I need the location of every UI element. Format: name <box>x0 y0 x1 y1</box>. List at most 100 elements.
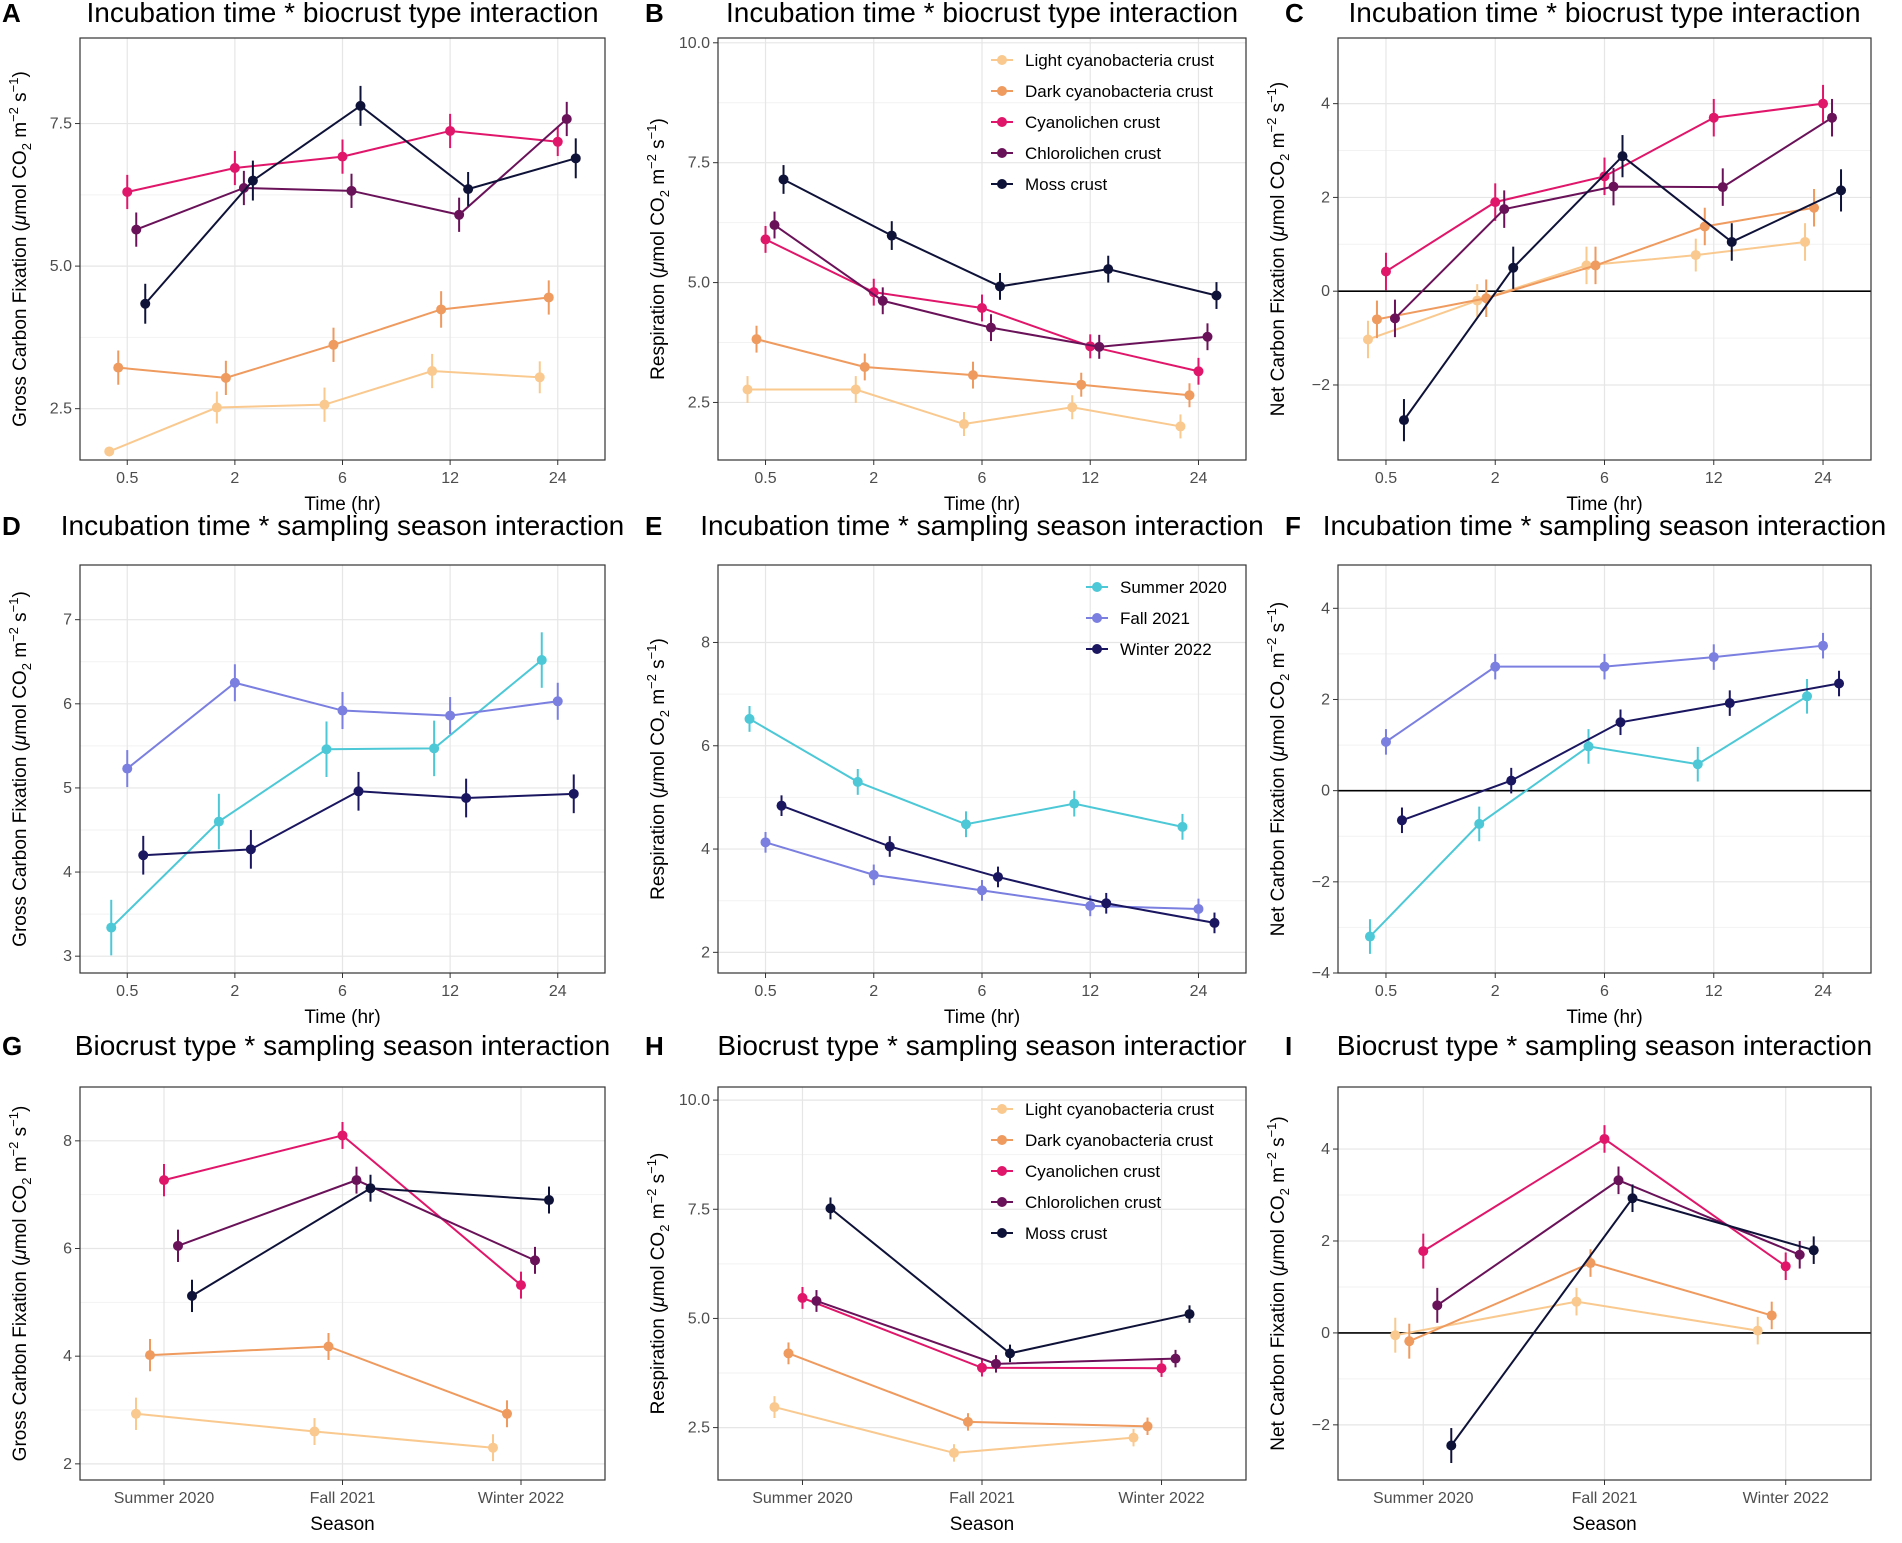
series-chlorolichen-crust <box>769 211 1213 359</box>
y-axis-label-part: μ <box>10 214 31 226</box>
legend-item-label: Dark cyanobacteria crust <box>1025 82 1213 101</box>
y-axis-label-part: Net Carbon Fixation ( <box>1268 1270 1289 1451</box>
x-tick-label: Fall 2021 <box>949 1490 1015 1507</box>
data-point <box>1175 421 1186 432</box>
series-moss-crust <box>1398 135 1847 442</box>
y-tick-label: 2 <box>63 1456 72 1473</box>
x-tick-label: 0.5 <box>116 983 138 1000</box>
data-point <box>1398 415 1409 426</box>
panel-title: Incubation time * sampling season intera… <box>700 510 1263 541</box>
data-point <box>1211 290 1222 301</box>
data-point <box>323 1341 334 1352</box>
data-point <box>247 175 258 186</box>
y-tick-label: 0 <box>1321 283 1330 300</box>
y-axis-label-part: m <box>10 642 31 663</box>
y-axis-label-part: μ <box>648 261 669 273</box>
y-axis-label-part: μ <box>10 1249 31 1261</box>
data-point <box>1613 1175 1624 1186</box>
data-point <box>104 446 115 457</box>
y-axis-label-part: m <box>10 1156 31 1177</box>
data-point <box>159 1175 169 1186</box>
data-point <box>1362 334 1373 345</box>
y-axis-label-part: −1 <box>1264 88 1279 103</box>
x-tick-label: Fall 2021 <box>1572 1490 1638 1507</box>
series-light-cyanobacteria-crust <box>742 376 1186 439</box>
y-axis-label-part: s <box>1268 1137 1289 1152</box>
x-tick-label: 6 <box>978 470 987 487</box>
y-axis-label-part: −2 <box>6 107 21 122</box>
data-point <box>1156 1363 1167 1374</box>
data-point <box>544 1195 554 1206</box>
data-point <box>886 230 897 241</box>
series-winter-2022 <box>1396 670 1845 834</box>
data-point <box>1708 112 1719 123</box>
panel-letter: A <box>2 0 21 28</box>
panel-e: E Incubation time * sampling season inter… <box>644 510 1264 1028</box>
y-axis-label-part: s <box>648 139 669 154</box>
y-axis-label-part: 2 <box>1277 154 1292 161</box>
x-tick-label: 24 <box>1190 983 1208 1000</box>
x-tick-label: 2 <box>230 470 239 487</box>
data-point <box>760 234 771 245</box>
legend-item-label: Chlorolichen crust <box>1025 144 1161 163</box>
data-point <box>1583 741 1594 752</box>
x-axis-label: Season <box>950 1514 1014 1535</box>
data-point <box>543 292 554 303</box>
data-point <box>1615 717 1626 728</box>
data-point <box>488 1442 498 1453</box>
y-tick-label: −4 <box>1312 965 1330 982</box>
data-point <box>959 419 969 430</box>
data-point <box>811 1295 822 1306</box>
y-axis-label-part: 2 <box>1277 674 1292 681</box>
y-axis-label: Gross Carbon Fixation (μmol CO2 m−2 s−1) <box>6 591 34 947</box>
data-point <box>977 302 987 313</box>
y-tick-label: 5.0 <box>688 275 710 292</box>
panel-d: D Incubation time * sampling season inter… <box>2 510 624 1028</box>
y-axis-label-part: ) <box>1268 1116 1289 1122</box>
data-point <box>852 776 863 787</box>
data-point <box>1170 1353 1181 1364</box>
series-dark-cyanobacteria-crust <box>1404 1249 1777 1359</box>
legend: Summer 2020 Fall 2021 Winter 2022 <box>1086 578 1227 659</box>
data-point <box>1590 260 1601 271</box>
y-axis-label-part: −2 <box>644 674 659 689</box>
y-axis-label-part: −1 <box>644 645 659 660</box>
data-point <box>1005 1348 1015 1359</box>
y-axis-label-part: μ <box>648 1296 669 1308</box>
y-axis-label-part: −1 <box>644 125 659 140</box>
data-point <box>1827 112 1838 123</box>
data-point <box>238 182 249 193</box>
y-axis-label-part: μ <box>1268 225 1289 237</box>
plot-frame <box>79 1086 606 1481</box>
panel-letter: E <box>645 511 662 541</box>
legend-key-point <box>1092 644 1102 654</box>
x-tick-label: Winter 2022 <box>1118 1490 1204 1507</box>
plot-frame <box>1337 1086 1872 1481</box>
y-tick-label: 2 <box>1321 691 1330 708</box>
y-axis-label-part: mol CO <box>648 1232 669 1296</box>
data-point <box>1802 691 1813 702</box>
y-axis-label: Net Carbon Fixation (μmol CO2 m−2 s−1) <box>1264 602 1292 937</box>
y-tick-label: 2 <box>1321 1233 1330 1250</box>
data-point <box>245 844 256 855</box>
y-axis-label-part: μ <box>1268 745 1289 757</box>
series-cyanolichen-crust <box>760 225 1204 385</box>
legend-key-point <box>997 1166 1007 1176</box>
data-point <box>1390 1330 1401 1341</box>
legend-key-point <box>997 1135 1007 1145</box>
y-tick-label: 5 <box>63 780 72 797</box>
data-point <box>986 322 996 333</box>
data-point <box>977 1362 987 1373</box>
y-axis-label-part: ) <box>10 71 31 77</box>
legend-key-point <box>997 1104 1007 1114</box>
y-axis-label-part: m <box>648 169 669 190</box>
data-point <box>337 151 348 162</box>
series-moss-crust <box>187 1174 554 1313</box>
data-point <box>351 1175 362 1186</box>
y-axis-label-part: −2 <box>1264 118 1279 133</box>
x-tick-label: 6 <box>978 983 987 1000</box>
y-tick-label: 4 <box>1321 600 1330 617</box>
data-point <box>1818 640 1829 651</box>
y-axis-label-part: −2 <box>1264 638 1279 653</box>
